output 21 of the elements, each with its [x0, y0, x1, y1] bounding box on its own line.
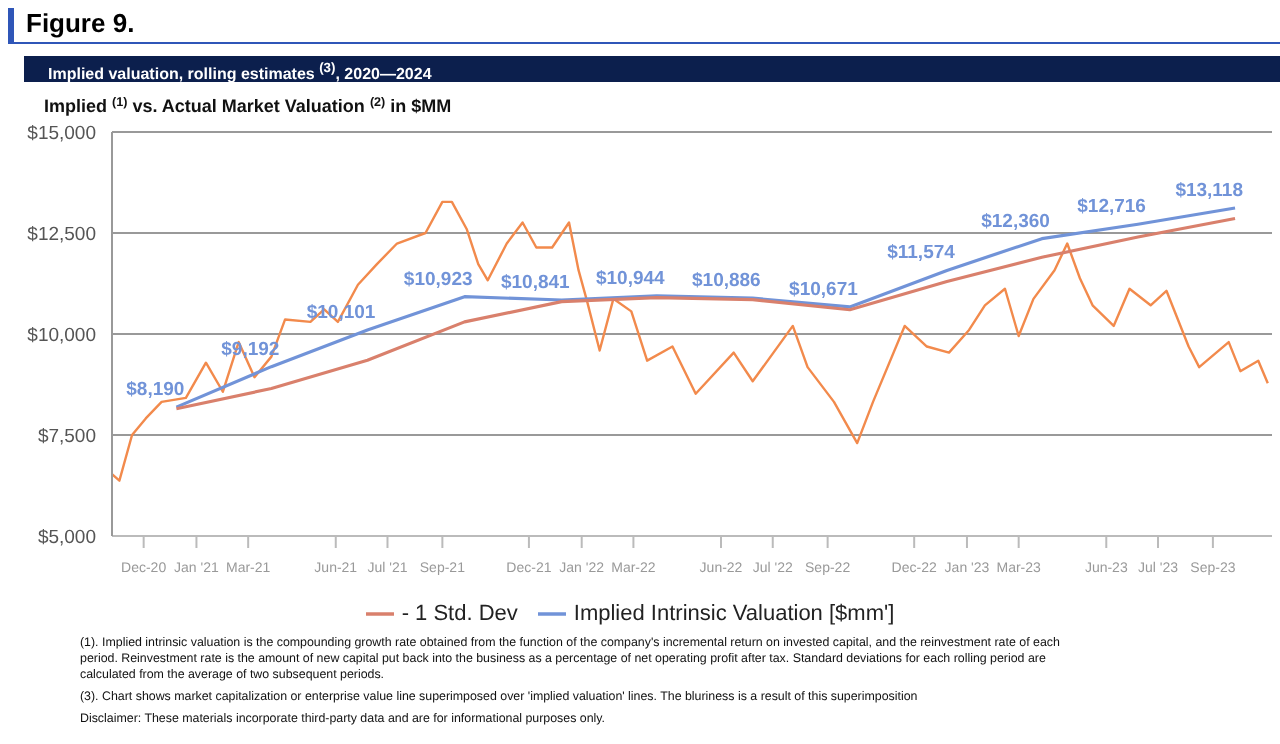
y-tick-label: $12,500: [27, 223, 96, 246]
legend-label: Implied Intrinsic Valuation [$mm']: [573, 601, 895, 626]
data-label: $10,886: [692, 270, 761, 293]
y-axis-title: Implied $^{(1)}$ vs. Actual Market Valuation $^{(2)}$ in $MM: [44, 95, 452, 116]
y-tick-label: $10,000: [27, 324, 96, 347]
y-tick-label: $7,500: [37, 425, 96, 448]
chart-subtitle: Implied valuation, rolling estimates $^{(3)}$, 2020—2024: [24, 56, 1280, 84]
data-label: $11,574: [887, 242, 957, 265]
y-tick-label: $15,000: [27, 122, 96, 145]
data-label: $10,841: [500, 272, 572, 295]
data-label: $12,716: [1077, 196, 1146, 219]
line-series: [112, 200, 1269, 482]
data-label: $10,923: [403, 268, 473, 291]
data-label: $10,671: [789, 278, 860, 301]
y-tick-label: $5,000: [37, 526, 96, 549]
chart-title: Figure 9.: [8, 8, 1280, 44]
data-label: $13,118: [1175, 180, 1244, 203]
data-label: $8,190: [126, 379, 185, 402]
data-label: $10,944: [595, 267, 667, 290]
legend-label: - 1 Std. Dev: [401, 601, 518, 626]
data-label: $12,360: [981, 210, 1050, 233]
